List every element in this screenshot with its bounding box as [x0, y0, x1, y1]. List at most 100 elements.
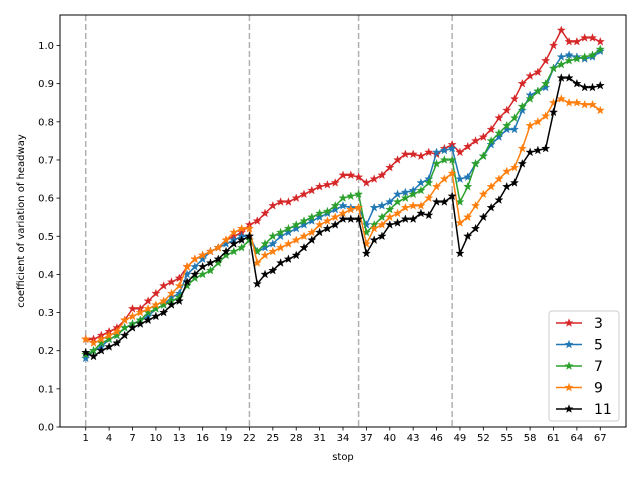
data-point	[587, 33, 598, 42]
y-tick-label: 0.9	[38, 79, 54, 90]
x-tick-label: 28	[290, 433, 303, 444]
data-point	[533, 145, 543, 155]
data-point	[127, 303, 138, 313]
x-tick-label: 67	[594, 433, 607, 444]
data-point	[580, 82, 590, 92]
legend-label: 5	[594, 338, 603, 354]
data-point	[580, 52, 590, 61]
x-axis-label: stop	[332, 452, 354, 463]
x-tick-label: 61	[547, 433, 560, 444]
data-point	[104, 334, 114, 344]
data-point	[595, 36, 605, 46]
data-point	[159, 307, 169, 317]
x-tick-label: 43	[407, 433, 420, 444]
data-point	[174, 281, 184, 290]
data-point	[463, 141, 473, 151]
data-point	[416, 185, 426, 195]
data-point	[81, 347, 91, 357]
data-point	[416, 178, 426, 187]
data-point	[587, 82, 598, 92]
data-point	[486, 136, 496, 145]
series-3	[81, 25, 605, 344]
data-point	[595, 80, 605, 90]
y-tick-label: 0.0	[38, 423, 54, 434]
data-point	[439, 145, 449, 155]
x-tick-label: 34	[337, 433, 350, 444]
data-point	[393, 155, 403, 164]
data-point	[486, 202, 496, 212]
data-point	[159, 281, 169, 290]
data-point	[166, 300, 177, 309]
data-point	[408, 200, 418, 210]
legend-label: 3	[594, 316, 603, 332]
data-point	[205, 258, 216, 267]
data-point	[572, 54, 582, 63]
data-point	[143, 307, 153, 317]
data-point	[509, 178, 520, 187]
data-point	[190, 254, 200, 264]
y-tick-label: 0.3	[38, 308, 54, 319]
x-tick-label: 10	[150, 433, 163, 444]
y-tick-label: 0.1	[38, 384, 54, 395]
data-point	[502, 181, 512, 191]
data-point	[88, 351, 99, 361]
data-point	[470, 200, 481, 210]
data-point	[213, 254, 223, 264]
data-point	[431, 181, 442, 191]
data-point	[400, 214, 410, 223]
data-point	[322, 179, 332, 189]
data-point	[525, 94, 535, 103]
data-point	[533, 67, 543, 77]
data-point	[556, 73, 566, 82]
data-point	[354, 172, 364, 182]
x-tick-label: 58	[524, 433, 537, 444]
data-point	[447, 143, 457, 153]
data-point	[486, 124, 496, 134]
data-point	[276, 197, 286, 206]
data-point	[463, 212, 473, 222]
x-tick-label: 46	[430, 433, 443, 444]
data-point	[205, 246, 216, 256]
data-point	[182, 277, 192, 286]
data-point	[517, 158, 527, 168]
data-point	[400, 149, 410, 159]
data-point	[283, 227, 293, 237]
data-point	[408, 189, 418, 199]
data-point	[439, 197, 449, 206]
data-point	[572, 97, 582, 107]
data-point	[509, 162, 520, 172]
data-point	[143, 315, 153, 325]
x-tick-label: 37	[360, 433, 373, 444]
data-point	[151, 311, 161, 321]
data-point	[112, 330, 122, 340]
data-point	[494, 113, 504, 122]
data-point	[470, 223, 481, 233]
data-point	[494, 195, 504, 204]
x-tick-label: 22	[243, 433, 256, 444]
data-point	[346, 214, 356, 223]
data-point	[509, 124, 520, 134]
data-point	[478, 151, 488, 161]
data-point	[517, 143, 527, 153]
data-point	[104, 330, 114, 340]
data-point	[393, 189, 403, 199]
data-point	[322, 216, 332, 225]
data-point	[509, 113, 520, 122]
legend-label: 9	[594, 381, 603, 397]
data-point	[361, 220, 371, 229]
y-tick-label: 0.8	[38, 117, 54, 128]
data-point	[299, 231, 309, 241]
data-point	[377, 231, 387, 241]
data-point	[81, 334, 91, 344]
data-point	[307, 212, 317, 222]
y-tick-label: 0.5	[38, 232, 54, 243]
x-tick-label: 25	[266, 433, 279, 444]
data-point	[166, 277, 177, 286]
x-tick-label: 13	[173, 433, 186, 444]
data-point	[244, 223, 255, 233]
data-point	[244, 231, 255, 241]
data-point	[315, 208, 325, 218]
data-point	[159, 296, 169, 305]
data-point	[283, 197, 293, 206]
data-point	[299, 216, 309, 225]
